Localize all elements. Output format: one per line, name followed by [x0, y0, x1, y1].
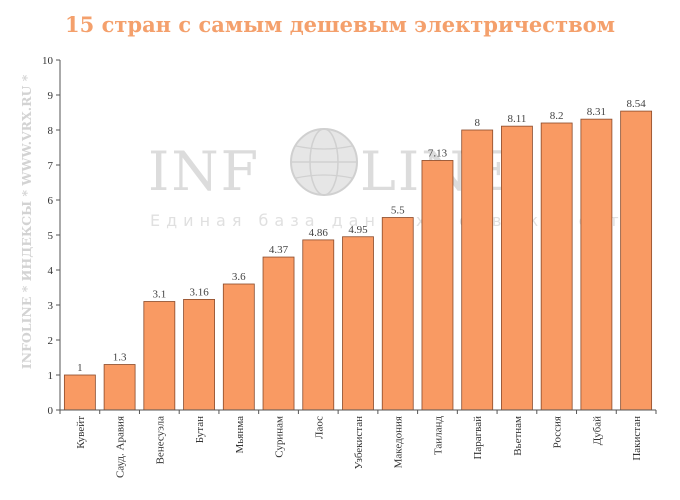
y-tick-label: 2	[48, 335, 54, 347]
bar-6	[262, 256, 295, 411]
y-tick-label: 4	[48, 265, 54, 277]
bar-value-label: 7.13	[428, 147, 448, 159]
bar-value-label: 8	[474, 117, 480, 129]
x-category-label: Парагвай	[472, 416, 484, 460]
bar-2	[103, 364, 136, 411]
watermark-logo-left: INF	[148, 140, 260, 203]
bar-10	[421, 160, 454, 411]
axes-layer	[56, 59, 657, 414]
x-category-label: Пакистан	[631, 416, 643, 461]
bar-value-label: 8.31	[587, 106, 606, 118]
bar-value-label: 4.37	[269, 244, 289, 256]
bar-13	[540, 122, 573, 411]
bar-value-label: 1.3	[113, 352, 127, 364]
bar-12	[501, 125, 533, 411]
bar-15	[620, 110, 653, 411]
x-category-label: Македония	[393, 416, 405, 468]
bar-value-label: 1	[77, 362, 83, 374]
x-category-label: Мьянма	[234, 416, 246, 454]
x-category-label: Суринам	[274, 416, 286, 458]
y-tick-label: 10	[42, 55, 54, 67]
chart-title: 15 стран с самым дешевым электричеством	[65, 12, 615, 37]
x-category-label: Дубай	[591, 416, 603, 445]
bar-value-label: 5.5	[391, 205, 405, 217]
x-category-label: Россия	[552, 416, 564, 448]
x-category-label: Узбекистан	[353, 416, 365, 469]
y-tick-label: 3	[48, 300, 54, 312]
x-category-label: Венесуэла	[154, 416, 166, 465]
bar-value-label: 8.11	[508, 113, 527, 125]
globe-icon	[290, 128, 358, 196]
bar-value-label: 8.54	[627, 98, 647, 110]
x-category-label: Лаос	[313, 416, 325, 439]
bar-value-label: 3.1	[152, 289, 166, 301]
y-tick-label: 6	[48, 195, 54, 207]
bar-5	[222, 283, 255, 411]
bar-11	[461, 129, 494, 411]
x-category-label: Вьетнам	[512, 416, 524, 456]
bar-value-label: 8.2	[550, 110, 564, 122]
bar-4	[183, 298, 215, 411]
bar-8	[342, 236, 374, 411]
bar-value-label: 4.86	[309, 227, 329, 239]
y-tick-label: 9	[48, 90, 54, 102]
y-tick-label: 1	[48, 370, 54, 382]
y-tick-label: 8	[48, 125, 54, 137]
bar-14	[580, 118, 613, 411]
labels-layer: 0 1 2 3 4 5 6 7 8 9 10 1 Кувейт 1.3 Сауд. Аравия 3.1 Вен…	[42, 55, 646, 478]
bars-layer	[63, 110, 653, 411]
x-category-label: Бутан	[194, 416, 206, 443]
y-tick-label: 5	[48, 230, 54, 242]
y-tick-label: 7	[48, 160, 54, 172]
x-category-label: Таиланд	[432, 416, 444, 455]
bar-value-label: 3.16	[189, 286, 209, 298]
bar-3	[143, 301, 176, 411]
bar-value-label: 4.95	[348, 224, 368, 236]
bar-1	[63, 374, 96, 411]
x-category-label: Кувейт	[75, 416, 87, 449]
bar-9	[381, 217, 414, 411]
y-tick-label: 0	[48, 405, 54, 417]
x-category-label: Сауд. Аравия	[115, 416, 127, 478]
bar-7	[302, 239, 335, 411]
bar-value-label: 3.6	[232, 271, 246, 283]
